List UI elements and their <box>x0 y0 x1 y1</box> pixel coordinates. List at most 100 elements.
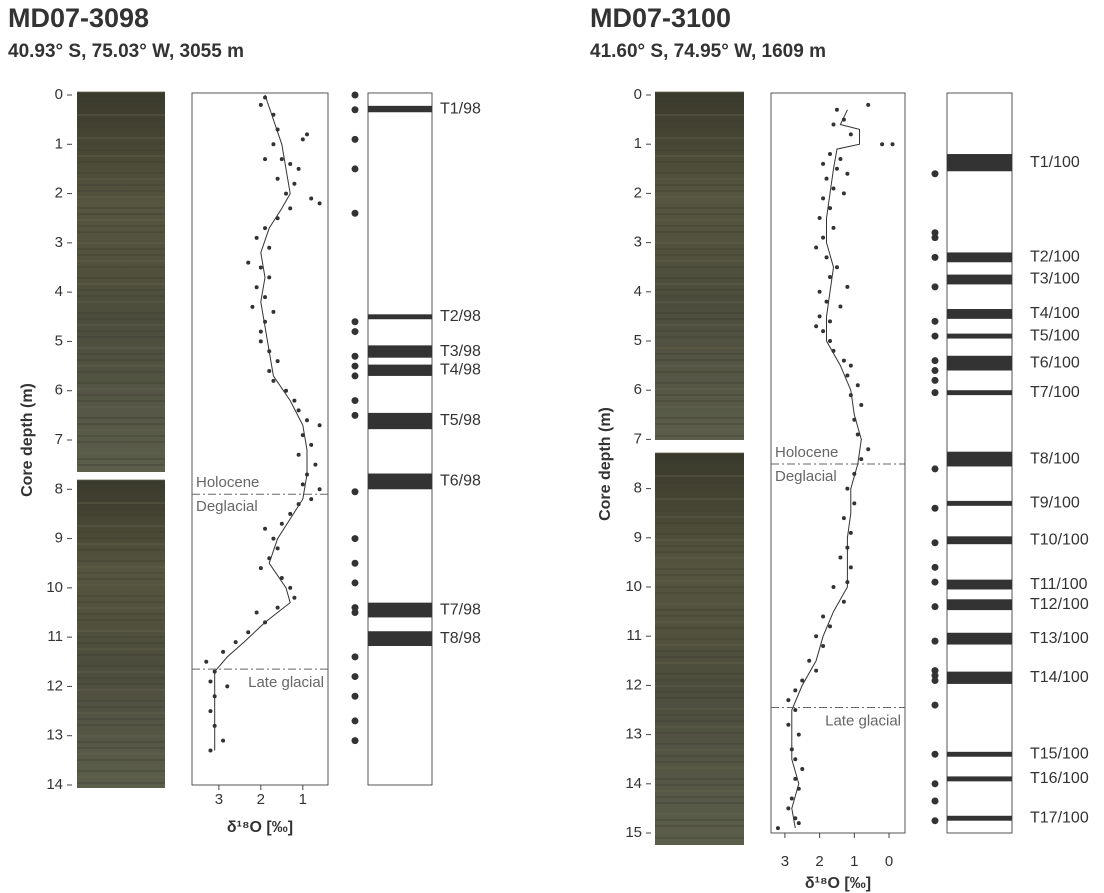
tephra-label: T4/100 <box>1030 305 1080 322</box>
sample-dot <box>931 578 939 586</box>
isotope-point <box>800 767 805 772</box>
isotope-point <box>793 816 798 821</box>
sample-dot <box>931 465 939 473</box>
y-tick-label: 14 <box>625 775 642 792</box>
y-tick-label: 3 <box>634 234 642 251</box>
isotope-point <box>300 137 305 142</box>
x-axis-label: δ¹⁸O [‰] <box>227 819 293 836</box>
sample-dot <box>931 637 939 645</box>
isotope-point <box>848 132 853 137</box>
isotope-point <box>890 142 895 147</box>
isotope-point <box>309 442 314 447</box>
chart-title: MD07-3098 <box>8 3 149 33</box>
isotope-point <box>221 649 226 654</box>
isotope-point <box>296 502 301 507</box>
chart-subtitle: 41.60° S, 74.95° W, 1609 m <box>590 41 826 62</box>
isotope-point <box>848 565 853 570</box>
isotope-point <box>208 748 213 753</box>
sample-dot <box>351 717 359 725</box>
isotope-point <box>279 576 284 580</box>
isotope-point <box>258 102 263 107</box>
isotope-point <box>305 418 310 423</box>
isotope-point <box>831 585 836 589</box>
tephra-label: T6/98 <box>440 473 481 490</box>
isotope-point <box>292 181 297 186</box>
y-tick-label: 9 <box>55 530 63 547</box>
chart-title: MD07-3100 <box>590 3 731 33</box>
isotope-point <box>848 530 853 535</box>
isotope-point <box>814 668 819 673</box>
x-tick-label: 3 <box>215 791 223 808</box>
tephra-layer <box>947 815 1012 821</box>
isotope-point <box>814 245 819 250</box>
sample-dot <box>931 367 939 375</box>
isotope-point <box>233 640 238 645</box>
isotope-point <box>317 487 322 492</box>
tephra-layer <box>947 274 1012 285</box>
isotope-point <box>288 206 293 211</box>
isotope-point <box>831 122 836 127</box>
isotope-point <box>841 516 846 521</box>
isotope-point <box>824 299 829 304</box>
isotope-point <box>800 678 805 683</box>
y-tick-label: 13 <box>46 727 63 744</box>
sample-dot <box>351 165 359 173</box>
tephra-layer <box>947 333 1012 339</box>
tephra-label: T6/100 <box>1030 354 1080 371</box>
isotope-point <box>793 757 798 762</box>
tephra-label: T5/98 <box>440 412 481 429</box>
isotope-point <box>821 614 826 619</box>
tephra-layer <box>368 364 432 376</box>
core-photo <box>655 453 744 845</box>
isotope-point <box>796 732 801 737</box>
x-tick-label: 1 <box>850 853 858 870</box>
isotope-point <box>855 383 860 388</box>
isotope-point <box>793 688 798 693</box>
tephra-label: T2/100 <box>1030 249 1080 266</box>
isotope-point <box>821 235 826 240</box>
isotope-point <box>250 304 255 309</box>
y-tick-label: 12 <box>625 676 642 693</box>
isotope-point <box>834 166 839 171</box>
isotope-point <box>828 319 833 324</box>
sample-dot <box>931 283 939 291</box>
isotope-point <box>296 452 301 457</box>
boundary-label: Deglacial <box>775 468 837 485</box>
isotope-point <box>275 605 280 610</box>
isotope-point <box>828 339 833 343</box>
isotope-point <box>258 265 263 270</box>
isotope-point <box>793 708 798 712</box>
isotope-point <box>841 358 846 363</box>
isotope-point <box>852 471 857 476</box>
isotope-point <box>828 624 833 629</box>
isotope-point <box>834 107 839 112</box>
plot-frame <box>191 92 329 786</box>
sample-dot <box>931 676 939 684</box>
isotope-point <box>814 324 819 329</box>
y-tick-label: 1 <box>634 135 642 152</box>
isotope-point <box>284 388 289 393</box>
isotope-point <box>271 378 276 383</box>
isotope-point <box>309 196 314 201</box>
tephra-layer <box>368 631 432 647</box>
tephra-layer <box>947 671 1012 684</box>
sample-dot <box>351 362 359 370</box>
isotope-point <box>258 339 263 344</box>
sample-dot <box>351 328 359 336</box>
sample-dot <box>931 170 939 178</box>
tephra-layer <box>947 252 1012 263</box>
tephra-layer <box>947 500 1012 506</box>
y-axis-label: Core depth (m) <box>19 383 36 497</box>
boundary-label: Holocene <box>196 474 259 491</box>
core-photo <box>77 480 165 788</box>
tephra-layer <box>947 599 1012 611</box>
isotope-point <box>271 536 276 541</box>
isotope-point <box>263 295 268 300</box>
isotope-point <box>855 432 860 437</box>
isotope-point <box>838 304 843 309</box>
tephra-column <box>367 92 433 786</box>
isotope-point <box>852 501 857 506</box>
isotope-curve <box>791 109 862 829</box>
isotope-point <box>254 610 259 615</box>
y-tick-label: 8 <box>634 480 642 497</box>
